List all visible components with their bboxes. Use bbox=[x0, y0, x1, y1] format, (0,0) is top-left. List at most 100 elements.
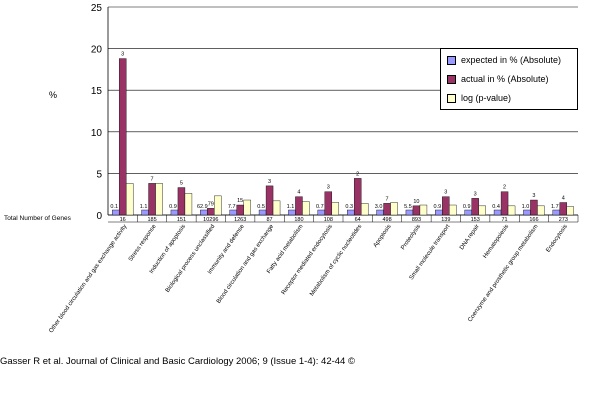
total-genes-value: 180 bbox=[294, 217, 303, 223]
total-genes-value: 498 bbox=[382, 217, 391, 223]
legend-label-actual: actual in % (Absolute) bbox=[461, 74, 549, 84]
actual-count-label: 3 bbox=[268, 179, 271, 185]
bar-actual bbox=[118, 58, 127, 216]
category-label: Metabolism of cyclic nucleotides bbox=[309, 224, 363, 298]
expected-value-label: 0.9 bbox=[463, 204, 471, 210]
legend-item-expected: expected in % (Absolute) bbox=[447, 53, 561, 67]
legend-item-log-p: log (p-value) bbox=[447, 91, 511, 105]
bar-expected bbox=[258, 209, 267, 216]
category-label: Biological process unclassified bbox=[165, 224, 217, 294]
expected-value-label: 0.5 bbox=[257, 204, 265, 210]
bar-log-p bbox=[125, 183, 134, 216]
category-label: Hematopoiesis bbox=[483, 224, 511, 260]
bar-expected bbox=[141, 209, 149, 216]
bar-log-p bbox=[419, 204, 428, 216]
expected-value-label: 5.5 bbox=[404, 204, 412, 210]
total-genes-value: 139 bbox=[441, 217, 450, 223]
y-tick-label: 5 bbox=[96, 169, 102, 180]
bar-expected bbox=[493, 209, 502, 216]
actual-count-label: 10 bbox=[413, 199, 419, 205]
actual-count-label: 2 bbox=[356, 171, 359, 177]
bar-expected bbox=[523, 209, 531, 216]
y-tick-label: 15 bbox=[91, 86, 103, 97]
category-label: Coenzyme and prosthetic group metabolism bbox=[467, 224, 539, 324]
legend-swatch-log-p bbox=[447, 94, 456, 104]
category-label: Other blood circulation and gas exchange… bbox=[48, 224, 128, 335]
bar-log-p bbox=[302, 201, 310, 216]
total-genes-value: 185 bbox=[147, 217, 156, 223]
total-genes-value: 893 bbox=[412, 217, 421, 223]
total-genes-value: 10296 bbox=[203, 217, 218, 223]
bar-log-p bbox=[360, 203, 369, 216]
actual-count-label: 3 bbox=[532, 193, 535, 199]
bar-expected bbox=[229, 209, 237, 216]
actual-count-label: 4 bbox=[297, 190, 300, 196]
citation-footer: Gasser R et al. Journal of Clinical and … bbox=[0, 356, 355, 367]
expected-value-label: 0.7 bbox=[316, 204, 324, 210]
bar-log-p bbox=[331, 202, 340, 216]
bar-log-p bbox=[537, 205, 545, 216]
bar-log-p bbox=[243, 199, 251, 216]
legend-item-actual: actual in % (Absolute) bbox=[447, 72, 549, 86]
actual-count-label: 4 bbox=[562, 196, 565, 202]
bar-actual bbox=[177, 187, 186, 216]
legend-swatch-actual bbox=[447, 75, 456, 85]
bar-actual bbox=[500, 191, 509, 216]
bar-expected bbox=[288, 209, 296, 216]
bar-actual bbox=[442, 196, 450, 216]
bar-expected bbox=[170, 209, 179, 216]
bar-actual bbox=[236, 204, 244, 216]
bar-actual bbox=[383, 203, 391, 216]
category-label: Blood circulation and gas exchange bbox=[216, 223, 276, 305]
expected-value-label: 0.4 bbox=[492, 204, 500, 210]
bar-log-p bbox=[390, 202, 398, 216]
expected-value-label: 7.7 bbox=[228, 204, 236, 210]
bar-expected bbox=[552, 209, 561, 216]
bar-expected bbox=[405, 209, 414, 216]
bar-expected bbox=[346, 209, 355, 216]
bar-actual bbox=[295, 196, 303, 216]
actual-count-label: 5 bbox=[180, 181, 183, 187]
y-tick-label: 10 bbox=[91, 128, 103, 139]
category-label: Apoptosis bbox=[373, 224, 393, 249]
bar-expected bbox=[200, 209, 208, 216]
bar-log-p bbox=[214, 195, 222, 216]
total-genes-value: 166 bbox=[529, 217, 538, 223]
total-genes-value: 153 bbox=[471, 217, 480, 223]
bar-actual bbox=[265, 185, 274, 216]
bar-actual bbox=[559, 202, 568, 216]
total-genes-value: 71 bbox=[502, 217, 508, 223]
actual-count-label: 7 bbox=[386, 196, 389, 202]
y-axis-label: % bbox=[49, 90, 58, 100]
bar-log-p bbox=[507, 205, 516, 216]
expected-value-label: 1.1 bbox=[140, 204, 148, 210]
actual-count-label: 3 bbox=[474, 191, 477, 197]
bar-actual bbox=[324, 191, 333, 216]
total-genes-row-label: Total Number of Genes bbox=[4, 215, 71, 222]
expected-value-label: 1.0 bbox=[522, 204, 530, 210]
legend-label-expected: expected in % (Absolute) bbox=[461, 55, 562, 65]
bar-expected bbox=[464, 209, 472, 216]
legend-swatch-expected bbox=[447, 56, 456, 66]
actual-count-label: 3 bbox=[121, 52, 124, 58]
y-tick-label: 20 bbox=[91, 45, 103, 56]
bar-expected bbox=[317, 209, 326, 216]
y-tick-label: 0 bbox=[96, 211, 102, 222]
bar-actual bbox=[412, 205, 421, 216]
expected-value-label: 1.1 bbox=[287, 204, 295, 210]
actual-count-label: 2 bbox=[503, 185, 506, 191]
legend-label-log-p: log (p-value) bbox=[461, 93, 512, 103]
category-label: Receptor mediated endocytosis bbox=[281, 224, 334, 296]
bar-expected bbox=[376, 209, 384, 216]
bar-log-p bbox=[155, 183, 163, 216]
expected-value-label: 0.3 bbox=[345, 204, 353, 210]
bar-log-p bbox=[272, 200, 281, 216]
bar-expected bbox=[435, 209, 443, 216]
total-genes-value: 273 bbox=[559, 217, 568, 223]
actual-count-label: 3 bbox=[444, 190, 447, 196]
total-genes-value: 64 bbox=[355, 217, 361, 223]
expected-value-label: 0.9 bbox=[433, 204, 441, 210]
actual-count-label: 15 bbox=[237, 198, 243, 204]
bar-actual bbox=[530, 199, 538, 216]
